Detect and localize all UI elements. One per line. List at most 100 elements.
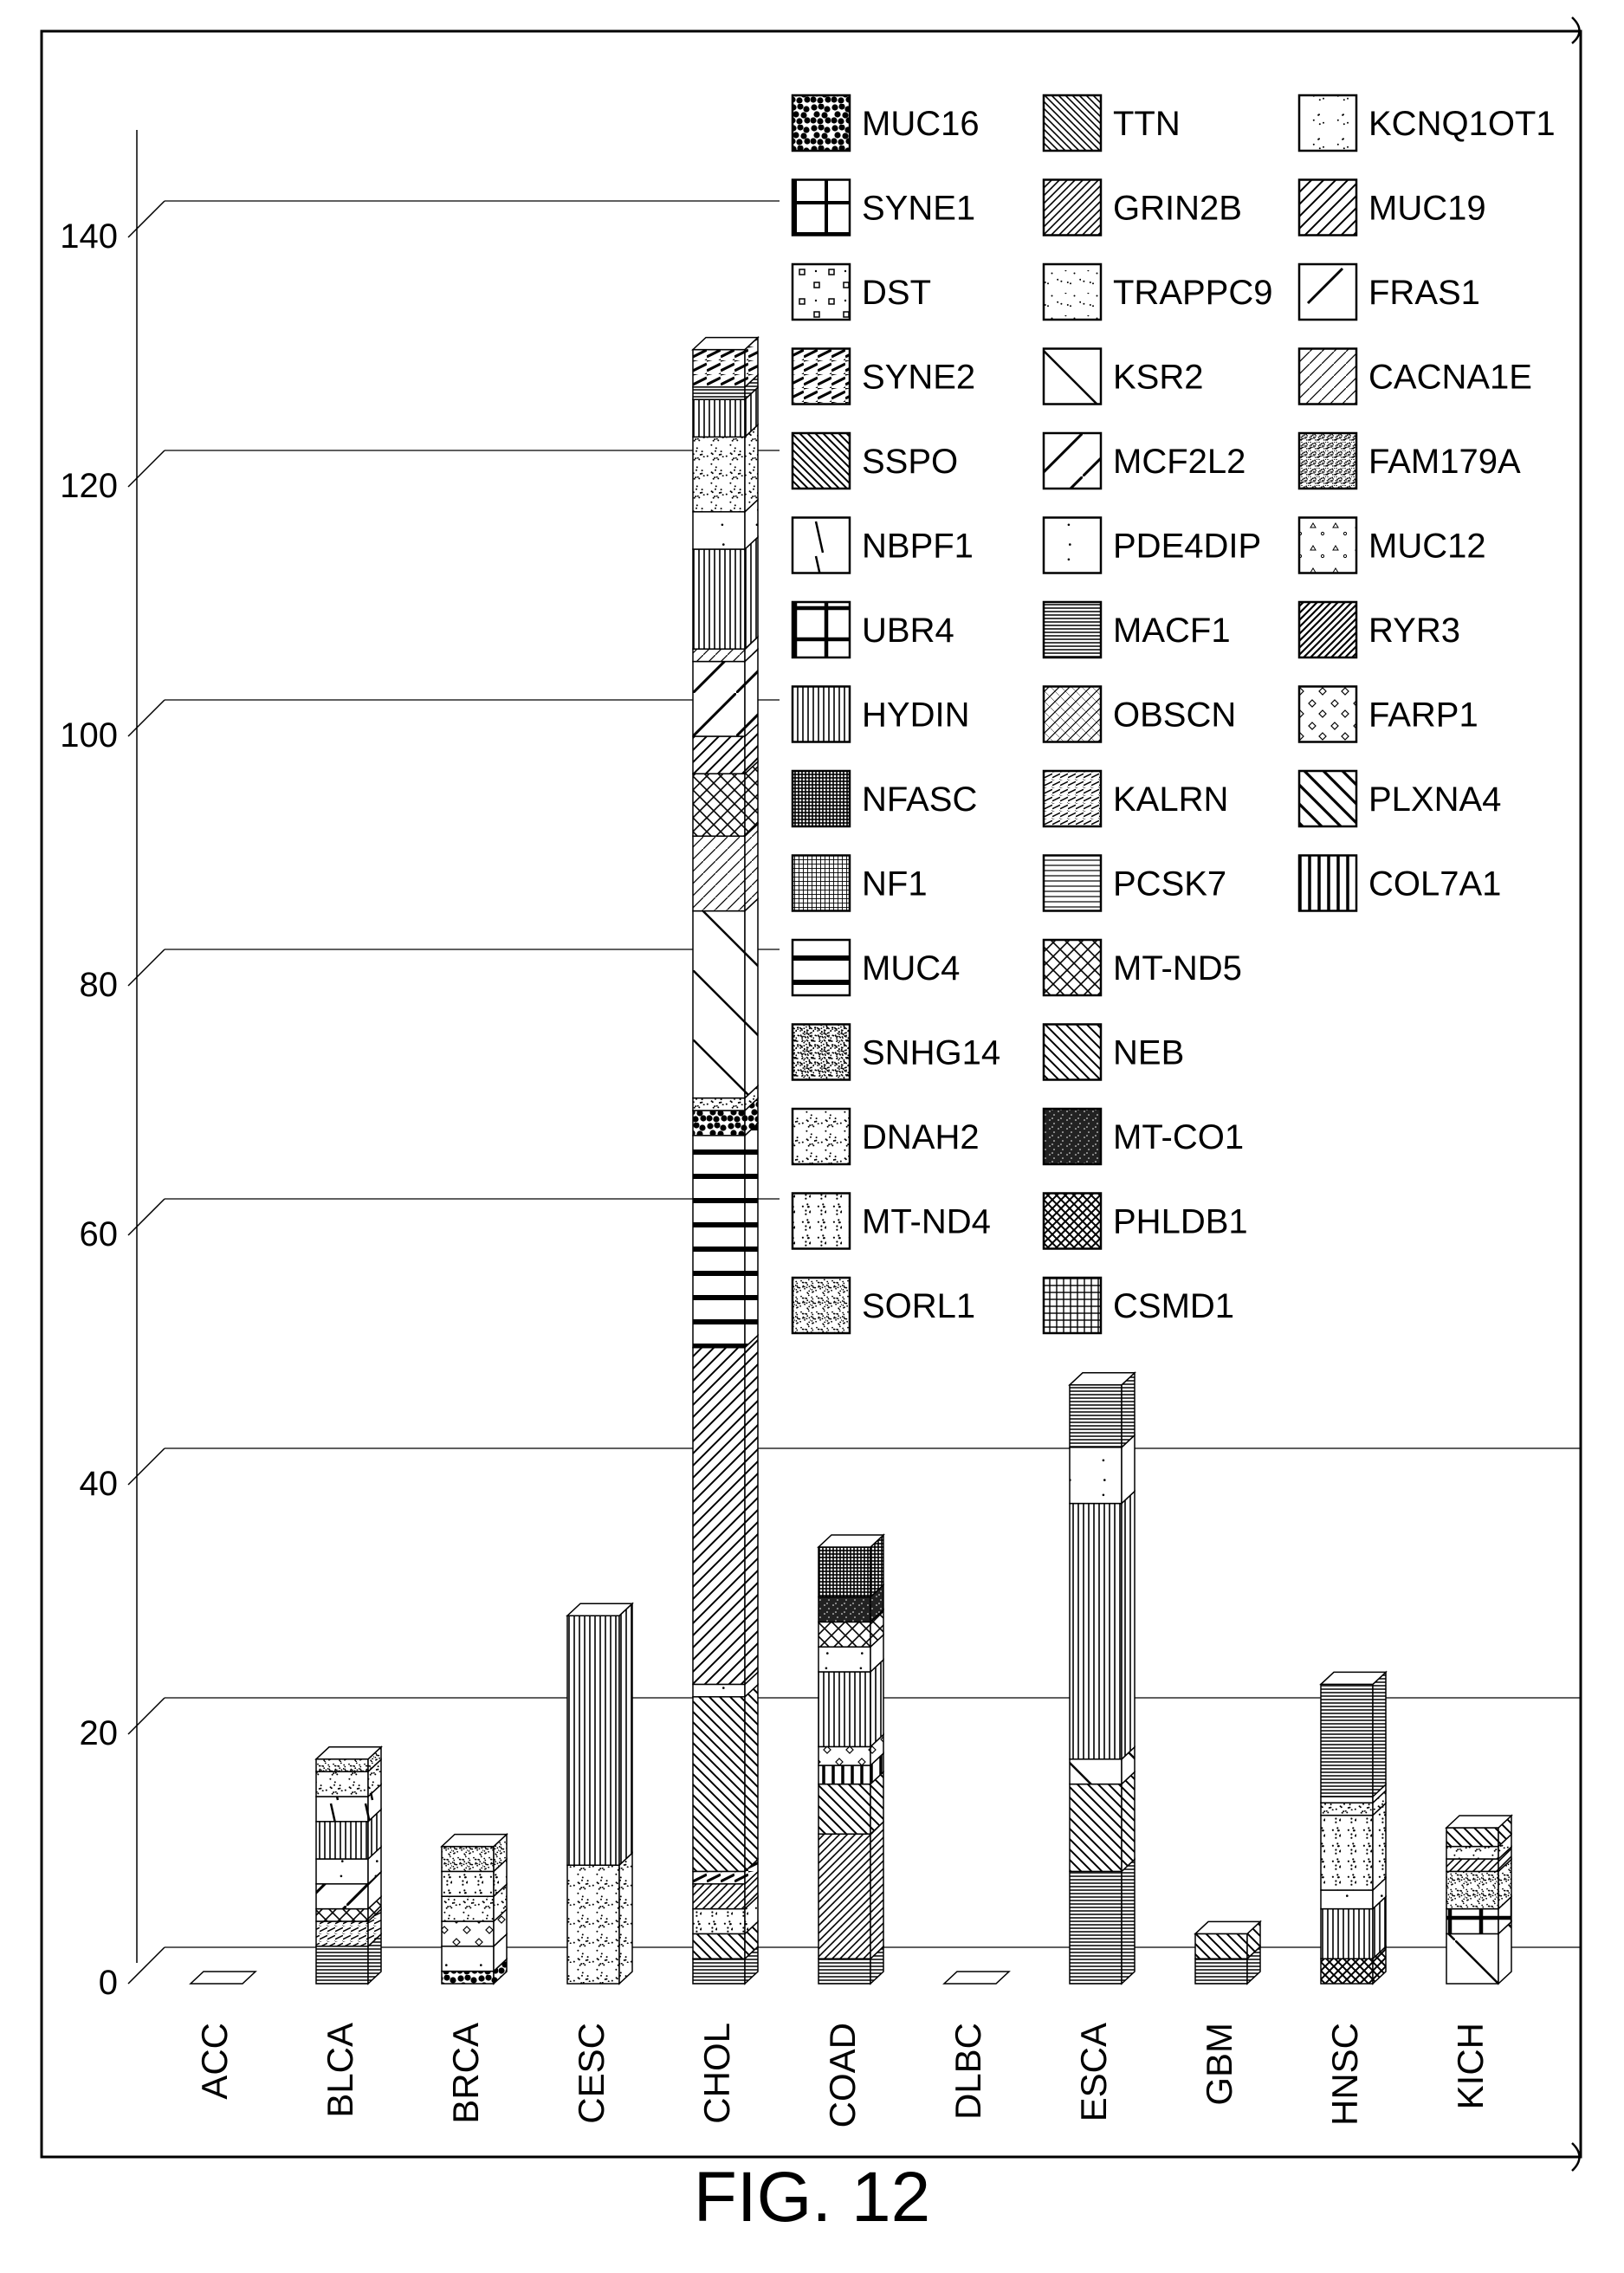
legend-label-syne2: SYNE2 xyxy=(862,359,975,397)
legend-label-trappc9: TRAPPC9 xyxy=(1113,274,1273,312)
legend-item-pde4dip: PDE4DIP xyxy=(1042,516,1261,574)
segment-side-chol-5 xyxy=(744,1683,759,1874)
bar-top-brca xyxy=(440,1833,508,1848)
legend-item-phldb1: PHLDB1 xyxy=(1042,1192,1248,1250)
bar-top-blca xyxy=(314,1746,383,1760)
segment-chol-muc19-7 xyxy=(692,1346,746,1686)
legend-swatch-ryr3 xyxy=(1297,600,1358,659)
legend-label-syne1: SYNE1 xyxy=(862,190,975,228)
segment-coad-pde4dip-6 xyxy=(818,1646,871,1673)
bar-hnsc xyxy=(1319,1670,1388,1985)
y-tick-0 xyxy=(127,1946,165,1985)
legend-swatch-phldb1 xyxy=(1042,1192,1103,1250)
bar-top-chol xyxy=(691,336,760,351)
legend-label-kcnq1ot1: KCNQ1OT1 xyxy=(1368,105,1556,143)
legend-swatch-mcf2l2 xyxy=(1042,431,1103,490)
x-tick-label-hnsc: HNSC xyxy=(1324,2023,1365,2126)
bar-kich xyxy=(1445,1814,1513,1985)
legend-swatch-syne2 xyxy=(791,347,851,405)
y-tick-label-0: 0 xyxy=(99,1964,118,2002)
segment-side-chol-17 xyxy=(744,535,759,651)
segment-esca-hydin-3 xyxy=(1069,1502,1123,1760)
segment-side-hnsc-3 xyxy=(1372,1801,1387,1892)
legend-label-cacna1e: CACNA1E xyxy=(1368,359,1532,397)
bar-top-gbm xyxy=(1194,1920,1262,1935)
legend-swatch-pcsk7 xyxy=(1042,854,1103,912)
x-tick-label-gbm: GBM xyxy=(1199,2023,1239,2106)
bar-gbm xyxy=(1194,1920,1262,1985)
bar-top-kich xyxy=(1445,1815,1513,1829)
segment-brca-dnah2-3 xyxy=(441,1895,495,1922)
legend-swatch-snhg14 xyxy=(791,1023,851,1081)
y-tick-label-80: 80 xyxy=(80,966,119,1004)
legend-item-col7a1: COL7A1 xyxy=(1297,854,1501,912)
legend-swatch-kalrn xyxy=(1042,769,1103,828)
legend-label-dnah2: DNAH2 xyxy=(862,1118,980,1156)
legend-label-farp1: FARP1 xyxy=(1368,696,1478,735)
legend-item-kalrn: KALRN xyxy=(1042,769,1228,828)
legend-swatch-nfasc xyxy=(791,769,851,828)
y-tick-40 xyxy=(127,1447,165,1486)
legend-label-muc12: MUC12 xyxy=(1368,528,1486,566)
segment-kich-neb-5 xyxy=(1446,1827,1499,1848)
segment-side-chol-19 xyxy=(744,423,759,514)
legend-item-sorl1: SORL1 xyxy=(791,1276,975,1335)
y-tick-120 xyxy=(127,450,165,488)
legend-item-sspo: SSPO xyxy=(791,431,958,490)
legend-swatch-macf1 xyxy=(1042,600,1103,659)
legend-swatch-hydin xyxy=(791,685,851,743)
legend-label-nf1: NF1 xyxy=(862,865,928,903)
legend-swatch-mt-nd4 xyxy=(791,1192,851,1250)
legend-label-plxna4: PLXNA4 xyxy=(1368,780,1501,819)
legend-label-nfasc: NFASC xyxy=(862,780,977,819)
legend-item-nf1: NF1 xyxy=(791,854,928,912)
segment-esca-ksr2-2 xyxy=(1069,1758,1123,1785)
segment-coad-col7a1-3 xyxy=(818,1765,871,1785)
bar-blca xyxy=(314,1745,383,1985)
legend-label-fras1: FRAS1 xyxy=(1368,274,1480,312)
x-tick-label-chol: CHOL xyxy=(696,2023,737,2124)
legend-swatch-trappc9 xyxy=(1042,262,1103,321)
legend-swatch-grin2b xyxy=(1042,178,1103,236)
segment-blca-kalrn-1 xyxy=(315,1920,369,1947)
segment-kich-ksr2-0 xyxy=(1446,1933,1499,1985)
segment-chol-dnah2-10 xyxy=(692,1097,746,1111)
segment-blca-hydin-5 xyxy=(315,1821,369,1860)
legend-swatch-ttn xyxy=(1042,94,1103,152)
segment-coad-farp1-4 xyxy=(818,1745,871,1766)
segment-blca-nbpf1-6 xyxy=(315,1796,369,1823)
bar-brca xyxy=(440,1832,508,1985)
segment-chol-mt-nd4-2 xyxy=(692,1907,746,1935)
segment-kich-dnah2-4 xyxy=(1446,1845,1499,1860)
segment-chol-neb-5 xyxy=(692,1696,746,1873)
segment-chol-hydin-17 xyxy=(692,548,746,650)
legend-label-ksr2: KSR2 xyxy=(1113,359,1204,397)
legend-item-syne1: SYNE1 xyxy=(791,178,975,236)
legend-item-syne2: SYNE2 xyxy=(791,347,975,405)
segment-side-chol-11 xyxy=(744,897,759,1100)
segment-hnsc-mt-nd4-3 xyxy=(1320,1814,1374,1891)
legend-label-mt-co1: MT-CO1 xyxy=(1113,1118,1244,1156)
legend-label-phldb1: PHLDB1 xyxy=(1113,1203,1248,1241)
plot-frame xyxy=(40,29,1582,2159)
legend-label-sspo: SSPO xyxy=(862,443,958,481)
x-tick-label-dlbc: DLBC xyxy=(948,2023,988,2120)
legend-item-fam179a: FAM179A xyxy=(1297,431,1521,490)
legend-item-snhg14: SNHG14 xyxy=(791,1023,1000,1081)
break-mark-bottom xyxy=(1571,2142,1581,2172)
segment-chol-hydin-20 xyxy=(692,398,746,438)
y-tick-label-60: 60 xyxy=(80,1215,119,1253)
y-tick-60 xyxy=(127,1198,165,1236)
legend-label-neb: NEB xyxy=(1113,1034,1184,1072)
legend-item-ubr4: UBR4 xyxy=(791,600,954,659)
legend-item-fras1: FRAS1 xyxy=(1297,262,1480,321)
legend-item-csmd1: CSMD1 xyxy=(1042,1276,1234,1335)
bar-top-cesc xyxy=(566,1603,634,1616)
segment-side-esca-0 xyxy=(1121,1857,1136,1985)
break-mark-top xyxy=(1571,16,1581,44)
segment-cesc-hydin-1 xyxy=(566,1615,620,1866)
segment-side-esca-3 xyxy=(1121,1489,1136,1761)
legend-swatch-nbpf1 xyxy=(791,516,851,574)
legend-item-obscn: OBSCN xyxy=(1042,685,1236,743)
legend-swatch-fras1 xyxy=(1297,262,1358,321)
